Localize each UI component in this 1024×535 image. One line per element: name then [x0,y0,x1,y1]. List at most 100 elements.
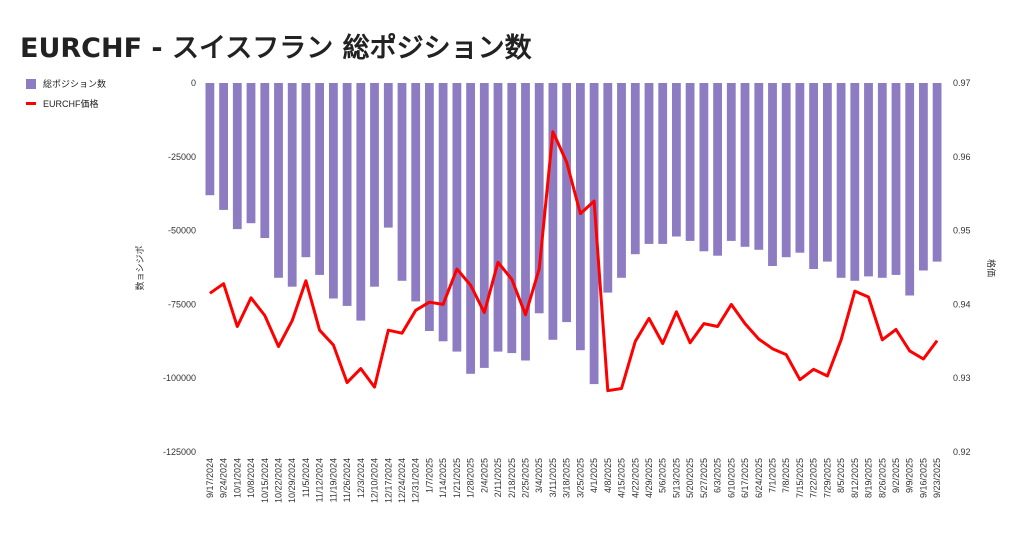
bar [548,83,558,340]
x-tick-label: 9/9/2025 [905,458,915,493]
bar [521,83,530,361]
bar [726,83,736,241]
x-tick-label: 8/12/2025 [850,458,860,498]
bar [630,83,640,255]
x-tick-label: 7/29/2025 [822,458,832,498]
bar [891,83,901,275]
bar [260,83,270,238]
x-tick-label: 10/29/2024 [287,458,297,503]
x-tick-label: 9/23/2025 [932,458,942,498]
x-tick-label: 4/15/2025 [617,458,627,498]
x-tick-label: 3/25/2025 [575,458,585,498]
bar [274,83,283,278]
bar [836,83,846,278]
x-tick-label: 11/19/2024 [328,458,338,502]
chart-title: EURCHF - スイスフラン 総ポジション数 [20,33,532,64]
x-tick-label: 9/2/2025 [891,458,901,493]
bar [232,83,242,230]
y-right-axis-title: 格価 [985,259,997,277]
legend-swatch-line [26,102,36,105]
y-left-tick-label: -125000 [163,447,196,457]
bar [809,83,818,269]
bar [562,83,571,323]
legend-label-positions: 総ポジション数 [43,79,107,89]
x-tick-label: 6/3/2025 [713,458,723,493]
bar [905,83,915,296]
bar [397,83,407,281]
x-tick-label: 7/8/2025 [781,458,791,493]
bar [534,83,544,314]
bar [781,83,791,258]
x-tick-label: 11/12/2024 [315,458,325,502]
legend-label-price: EURCHF価格 [43,99,99,109]
x-tick-label: 5/13/2025 [671,458,681,498]
bar [438,83,448,342]
bar [644,83,654,244]
bar [452,83,462,352]
x-tick-label: 4/8/2025 [603,458,613,493]
bar [425,83,434,331]
x-tick-label: 2/4/2025 [479,458,489,493]
bar [589,83,599,385]
x-tick-label: 3/4/2025 [534,458,544,493]
bar [823,83,832,262]
price-line [209,130,939,393]
x-tick-label: 11/5/2024 [301,458,311,497]
bar [356,83,366,321]
bar [383,83,393,228]
bar [219,83,228,210]
x-tick-label: 3/11/2025 [548,458,558,497]
x-tick-label: 1/14/2025 [438,458,448,498]
x-tick-label: 12/31/2024 [411,458,421,503]
y-right-tick-label: 0.94 [953,299,971,309]
bar [672,83,681,237]
x-tick-label: 4/1/2025 [589,458,599,493]
bar [658,83,668,244]
y-left-tick-label: -50000 [168,226,196,236]
bar [301,83,311,258]
bar [932,83,942,262]
x-tick-label: 9/17/2024 [205,458,215,498]
x-tick-label: 10/15/2024 [260,458,270,503]
bar [864,83,873,277]
x-tick-label: 6/10/2025 [726,458,736,498]
x-tick-label: 5/20/2025 [685,458,695,498]
x-tick-label: 2/25/2025 [521,458,531,498]
bar [699,83,709,252]
bar [315,83,324,275]
bar [466,83,475,374]
x-tick-label: 7/22/2025 [809,458,819,498]
y-right-tick-label: 0.95 [953,226,971,236]
x-tick-label: 10/22/2024 [274,458,284,503]
y-left-tick-label: -25000 [168,152,196,162]
bar [370,83,379,287]
bar [493,83,503,352]
legend-swatch-bar [26,78,36,89]
bar [795,83,805,253]
bar [850,83,860,281]
x-tick-label: 7/15/2025 [795,458,805,498]
bar [287,83,297,287]
bar [342,83,352,306]
x-tick-label: 5/6/2025 [658,458,668,493]
bar [740,83,750,247]
x-tick-label: 10/8/2024 [246,458,256,498]
y-right-tick-label: 0.96 [953,152,971,162]
x-tick-label: 4/29/2025 [644,458,654,498]
legend: 総ポジション数 EURCHF価格 [26,77,106,117]
x-tick-label: 12/10/2024 [370,458,380,503]
x-tick-label: 3/18/2025 [562,458,572,498]
y-left-tick-label: 0 [191,78,196,88]
bar [877,83,887,278]
bar [713,83,722,256]
x-tick-label: 8/5/2025 [836,458,846,493]
bar [411,83,421,302]
x-tick-label: 1/21/2025 [452,458,462,498]
x-tick-label: 12/3/2024 [356,458,366,498]
y-right-tick-label: 0.92 [953,447,971,457]
bar [754,83,764,250]
x-tick-label: 1/7/2025 [424,458,434,493]
bar [329,83,338,299]
x-tick-label: 6/17/2025 [740,458,750,498]
